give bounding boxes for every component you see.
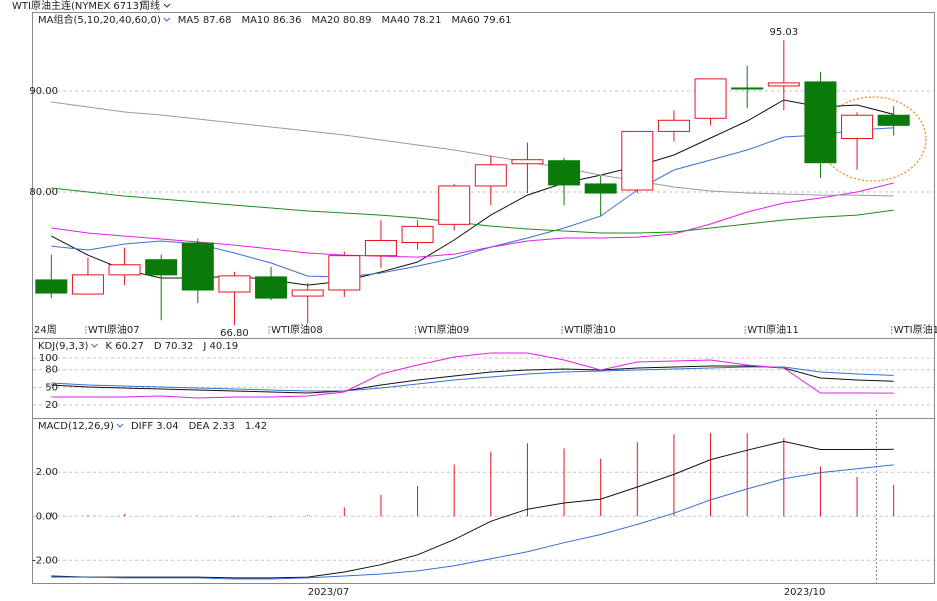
ma-line [51, 366, 894, 392]
y-tick-label: 20 [45, 400, 58, 411]
candle-body [694, 78, 727, 119]
legend-part: 87.68 [203, 15, 232, 26]
period[interactable]: 周线 [140, 0, 160, 12]
contract-label: WTI原油11 [747, 323, 799, 336]
legend-part: 80.89 [343, 15, 372, 26]
candle-body [621, 130, 654, 191]
candle-body [218, 275, 251, 293]
title-chevron [91, 343, 98, 348]
legend-entry: DIFF 3.04 [131, 421, 179, 432]
ma-line [51, 464, 894, 580]
legend-part: 40.19 [210, 341, 239, 352]
legend-part: 78.21 [413, 15, 442, 26]
legend-entry: MA20 80.89 [311, 15, 371, 26]
legend-entry: DEA 2.33 [189, 421, 235, 432]
candle-body [767, 82, 800, 87]
legend-part: 3.04 [156, 421, 178, 432]
high-label: 95.03 [769, 27, 798, 38]
legend-part: 70.32 [165, 341, 194, 352]
candle-body [364, 240, 397, 257]
y-tick-label: 0.00 [36, 511, 58, 522]
x-tick-label: 2023/07 [308, 587, 350, 598]
ma-line [51, 101, 894, 197]
ma-line [51, 187, 894, 234]
legend-part: K [105, 341, 115, 352]
y-tick-label: 50 [45, 382, 58, 393]
legend-part: MA5 [178, 15, 203, 26]
legend-part: 60.27 [115, 341, 144, 352]
candle-body [291, 289, 324, 297]
panel-title: MACD(12,26,9) [38, 421, 114, 432]
legend-entry: MA40 78.21 [381, 15, 441, 26]
legend-part: 2.33 [213, 421, 235, 432]
candle-body [328, 255, 361, 291]
candle-body [255, 276, 288, 299]
legend-part: 86.36 [273, 15, 302, 26]
contract-label: WTI原油07 [88, 323, 140, 336]
candle-body [511, 159, 544, 165]
y-tick-label: -2.00 [32, 555, 58, 566]
x-tick-label: 2023/10 [784, 587, 826, 598]
legend-entry: J 40.19 [202, 341, 238, 352]
y-tick-label: 80.00 [29, 187, 58, 198]
contract-label: WTI原油09 [418, 323, 470, 336]
candle-body [438, 185, 471, 225]
contract-label: WTI原油1 [894, 323, 937, 336]
title-chevron [116, 423, 124, 428]
legend-entry: MA60 79.61 [452, 15, 512, 26]
legend-part: J [202, 341, 209, 352]
low-label: 66.80 [220, 328, 249, 339]
legend-part: DIFF [131, 421, 156, 432]
legend-entry: MA10 86.36 [241, 15, 301, 26]
candle-body [804, 81, 837, 164]
candle-body [71, 274, 104, 295]
candle-body [877, 114, 910, 126]
legend-part: MA40 [381, 15, 412, 26]
y-tick-label: 100 [39, 353, 58, 364]
contract-label: WTI原油08 [271, 323, 323, 336]
candle-body [35, 279, 68, 294]
legend-entry: MA5 87.68 [178, 15, 232, 26]
legend-part: DEA [189, 421, 213, 432]
contract-label: WTI原油10 [564, 323, 616, 336]
y-tick-label: 2.00 [36, 467, 58, 478]
title-chevron [163, 17, 171, 22]
candle-body [108, 264, 141, 276]
ma-line [51, 352, 894, 399]
candle-body [657, 119, 690, 132]
candle-body [401, 225, 434, 244]
legend-part: MA10 [241, 15, 272, 26]
symbol[interactable]: WTI原油主连(NYMEX 6713) [12, 0, 143, 12]
frame [32, 12, 935, 584]
candle-body [548, 160, 581, 186]
panel-title: MA组合(5,10,20,40,60,0) [38, 13, 161, 26]
legend-part: D [154, 341, 165, 352]
candle-body [145, 259, 178, 276]
y-tick-label: 90.00 [29, 86, 58, 97]
period-label: 24周 [34, 324, 57, 336]
legend-entry: K 60.27 [105, 341, 143, 352]
candle-body [584, 183, 617, 194]
legend-entry: 1.42 [245, 421, 267, 432]
legend-entry: D 70.32 [154, 341, 194, 352]
ma-line [51, 440, 894, 579]
candle-body [731, 87, 764, 90]
legend-part: 79.61 [483, 15, 512, 26]
candle-body [181, 242, 214, 291]
period-chevron[interactable] [163, 3, 171, 8]
candle-body [474, 164, 507, 187]
y-tick-label: 80 [45, 365, 58, 376]
candle-body [841, 114, 874, 139]
panel-title: KDJ(9,3,3) [38, 341, 89, 352]
legend-part: MA20 [311, 15, 342, 26]
legend-part: MA60 [452, 15, 483, 26]
ma-line [51, 182, 894, 258]
ma-line [51, 365, 894, 394]
legend-part: 1.42 [245, 421, 267, 432]
